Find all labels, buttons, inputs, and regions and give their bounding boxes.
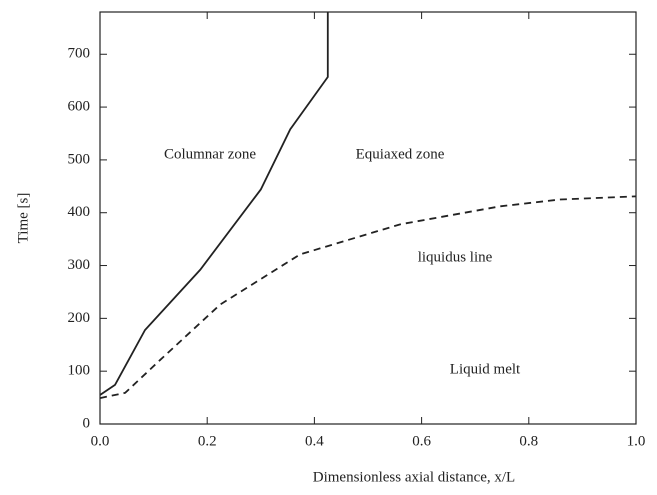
y-tick-label: 600	[68, 99, 91, 115]
y-tick-label: 0	[83, 415, 91, 431]
annotation: liquidus line	[418, 249, 493, 265]
plot-frame	[99, 11, 637, 425]
y-tick-label: 200	[68, 310, 91, 326]
x-tick-label: 0.2	[198, 433, 217, 449]
y-tick-label: 100	[68, 363, 91, 379]
x-tick-label: 0.0	[91, 433, 110, 449]
y-tick-label: 500	[68, 151, 91, 167]
x-tick-label: 0.4	[305, 433, 324, 449]
y-tick-label: 700	[68, 46, 91, 62]
y-tick-label: 400	[68, 204, 91, 220]
x-tick-label: 0.8	[519, 433, 538, 449]
x-tick-label: 1.0	[627, 433, 646, 449]
y-tick-label: 300	[68, 257, 91, 273]
x-tick-label: 0.6	[412, 433, 431, 449]
data-line	[99, 12, 329, 396]
x-axis-label: Dimensionless axial distance, x/L	[313, 469, 515, 485]
annotation: Equiaxed zone	[356, 146, 445, 162]
data-line	[99, 195, 637, 399]
annotation: Liquid melt	[450, 361, 521, 377]
y-axis-label: Time [s]	[15, 193, 31, 244]
annotation: Columnar zone	[164, 146, 256, 162]
